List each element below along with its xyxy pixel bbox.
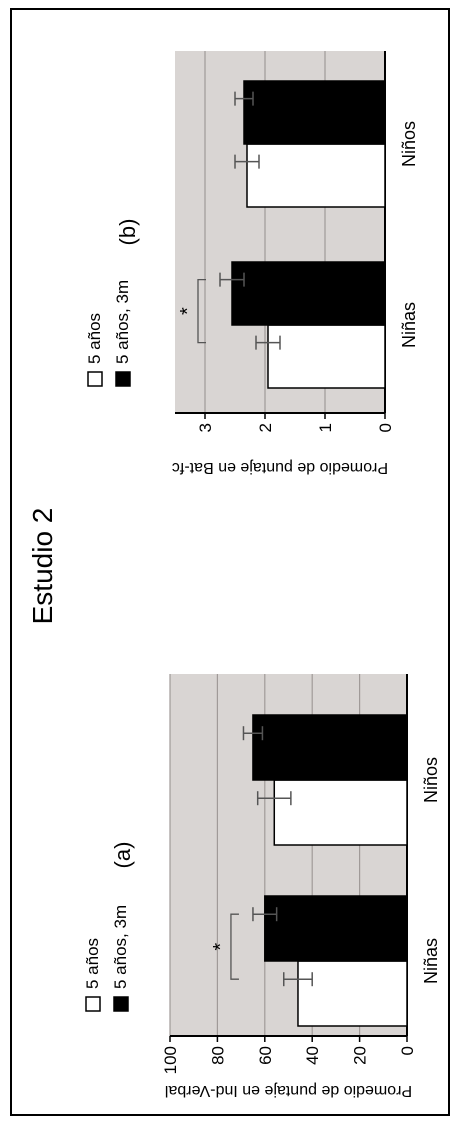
y-tick-label: 0 (376, 423, 395, 432)
legend-swatch (115, 371, 131, 387)
legend-label: 5 años, 3m (111, 905, 130, 989)
y-tick-label: 20 (351, 1046, 370, 1065)
figure-title: Estudio 2 (27, 508, 58, 625)
y-tick-label: 100 (161, 1046, 180, 1074)
x-tick-label: Niños (421, 757, 441, 803)
bar (264, 895, 408, 962)
x-tick-label: Niños (399, 121, 419, 167)
y-tick-label: 1 (316, 423, 335, 432)
bar (297, 960, 408, 1027)
bar (267, 324, 386, 389)
y-tick-label: 0 (398, 1046, 417, 1055)
significance-marker: * (210, 943, 232, 951)
panel-label: (b) (115, 219, 140, 246)
y-axis-label: Promedio de puntaje en Bat-fc (172, 459, 388, 476)
bar (252, 714, 408, 781)
x-tick-label: Niñas (399, 302, 419, 348)
significance-marker: * (177, 307, 199, 315)
y-tick-label: 40 (303, 1046, 322, 1065)
legend-swatch (87, 371, 103, 387)
panel-label: (a) (110, 842, 135, 869)
y-axis-label: Promedio de puntaje en Ind-Verbal (165, 1082, 412, 1099)
y-tick-label: 3 (196, 423, 215, 432)
bar (273, 779, 408, 846)
legend-label: 5 años, 3m (113, 280, 132, 364)
y-tick-label: 80 (208, 1046, 227, 1065)
y-tick-label: 2 (256, 423, 275, 432)
chart-panel-a: 0 20 40 60 80 100 Promedio de puntaje en Ind-V… (83, 674, 441, 1099)
bar (246, 143, 386, 208)
legend-label: 5 años (85, 313, 104, 364)
bar (243, 80, 386, 145)
legend-label: 5 años (83, 938, 102, 989)
legend-swatch (85, 996, 101, 1012)
significance-bracket (197, 278, 206, 344)
x-tick-label: Niñas (421, 938, 441, 984)
bar (231, 261, 386, 326)
chart-panel-b: 0 1 2 3 Promedio de puntaje en Bat-fc (b) Niña… (85, 51, 419, 476)
significance-bracket (230, 913, 239, 980)
legend-swatch (113, 996, 129, 1012)
y-tick-label: 60 (256, 1046, 275, 1065)
